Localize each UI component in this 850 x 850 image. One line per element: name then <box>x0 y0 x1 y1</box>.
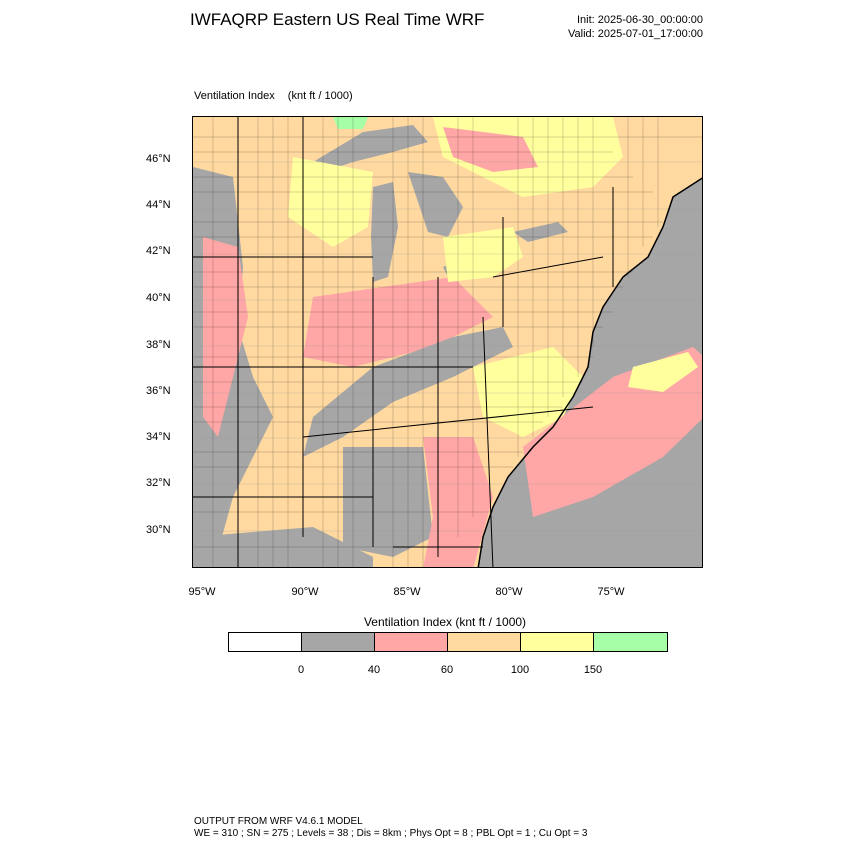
panel-units: (knt ft / 1000) <box>287 90 353 102</box>
carolina-high-region <box>473 347 583 437</box>
county-borders <box>193 117 702 567</box>
map-panel <box>192 116 703 568</box>
run-times: Init: 2025-06-30_00:00:00 Valid: 2025-07… <box>568 13 703 41</box>
footer-line-1: OUTPUT FROM WRF V4.6.1 MODEL <box>194 816 363 827</box>
figure-title: IWFAQRP Eastern US Real Time WRF <box>190 10 485 29</box>
panel-field: Ventilation Index <box>194 90 275 102</box>
lat-tick: 36°N <box>146 385 171 397</box>
lat-tick: 46°N <box>146 153 171 165</box>
map-canvas <box>193 117 702 567</box>
lake-michigan <box>371 182 398 282</box>
valid-time: Valid: 2025-07-01_17:00:00 <box>568 28 703 40</box>
colorbar-label: 100 <box>510 664 530 676</box>
lon-tick: 80°W <box>495 586 523 598</box>
colorbar-label: 0 <box>297 664 305 676</box>
panel-label: Ventilation Index (knt ft / 1000) <box>194 90 363 102</box>
colorbar <box>228 632 668 652</box>
colorbar-label: 150 <box>583 664 603 676</box>
colorbar-bin <box>229 633 302 651</box>
footer-line-2: WE = 310 ; SN = 275 ; Levels = 38 ; Dis … <box>194 828 588 839</box>
lon-tick: 95°W <box>188 586 216 598</box>
lat-tick: 42°N <box>146 245 171 257</box>
lon-tick: 75°W <box>597 586 625 598</box>
canada-pink-region <box>443 127 538 172</box>
colorbar-bin <box>521 633 594 651</box>
lon-tick: 85°W <box>393 586 421 598</box>
midwest-high-region <box>288 157 373 247</box>
central-mid-region <box>303 277 493 367</box>
lat-tick: 38°N <box>146 339 171 351</box>
colorbar-label: 40 <box>367 664 381 676</box>
colorbar-label: 60 <box>440 664 454 676</box>
lon-tick: 90°W <box>291 586 319 598</box>
colorbar-bin <box>594 633 667 651</box>
canada-green-spot <box>333 117 368 129</box>
lat-tick: 32°N <box>146 477 171 489</box>
colorbar-title: Ventilation Index (knt ft / 1000) <box>363 615 527 629</box>
init-time: Init: 2025-06-30_00:00:00 <box>577 14 703 26</box>
graticule <box>193 161 702 532</box>
south-low-region <box>343 447 433 557</box>
lat-tick: 40°N <box>146 292 171 304</box>
lake-huron <box>408 172 463 237</box>
coastline <box>477 177 702 567</box>
lake-superior <box>313 125 428 172</box>
lat-tick: 34°N <box>146 431 171 443</box>
model-footer: OUTPUT FROM WRF V4.6.1 MODEL WE = 310 ; … <box>194 816 587 840</box>
colorbar-bin <box>448 633 521 651</box>
colorbar-bin <box>375 633 448 651</box>
colorbar-bin <box>302 633 375 651</box>
lat-tick: 30°N <box>146 524 171 536</box>
offshore-high-plume <box>628 352 698 392</box>
lat-tick: 44°N <box>146 199 171 211</box>
